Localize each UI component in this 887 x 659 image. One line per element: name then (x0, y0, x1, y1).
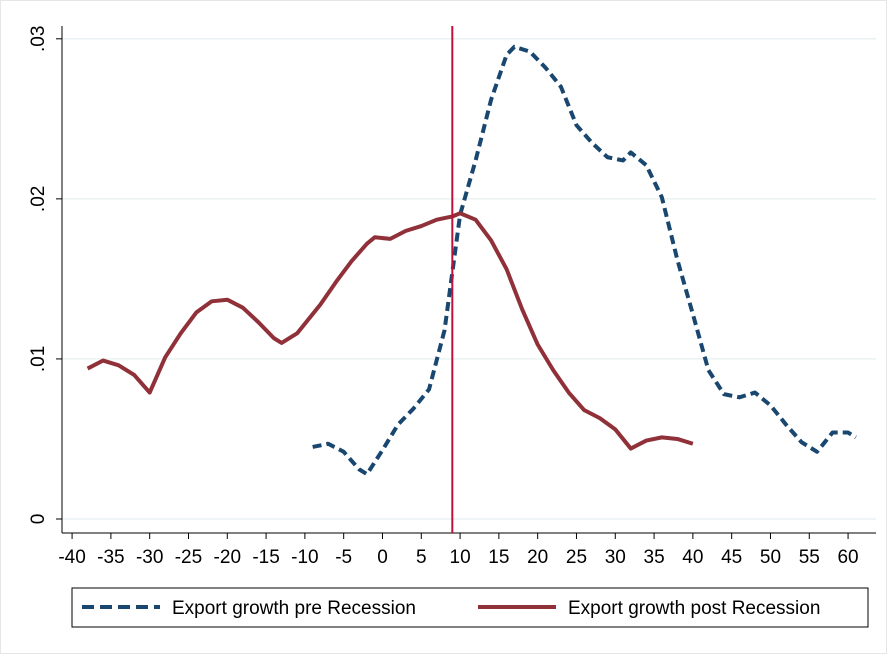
y-tick-label: .02 (28, 186, 49, 212)
x-tick-label: -40 (58, 547, 85, 568)
x-tick-label: 15 (488, 547, 509, 568)
x-tick-label: 40 (682, 547, 703, 568)
x-tick-label: 35 (644, 547, 665, 568)
x-tick-label: 30 (605, 547, 626, 568)
legend-label: Export growth pre Recession (172, 598, 416, 619)
legend-box (71, 587, 869, 628)
x-tick-label: -25 (175, 547, 202, 568)
x-tick-label: -35 (97, 547, 124, 568)
x-tick-label: -5 (335, 547, 352, 568)
y-tick-label: 0 (28, 514, 49, 525)
x-tick-label: 60 (837, 547, 858, 568)
x-tick-label: 25 (566, 547, 587, 568)
x-tick-label: -30 (136, 547, 163, 568)
x-tick-label: 50 (760, 547, 781, 568)
x-tick-label: 20 (527, 547, 548, 568)
x-tick-label: -20 (214, 547, 241, 568)
x-tick-label: -15 (252, 547, 279, 568)
x-tick-label: 45 (721, 547, 742, 568)
y-tick-label: .01 (28, 346, 49, 372)
series-line (312, 44, 857, 477)
legend-label: Export growth post Recession (568, 598, 820, 619)
y-tick-label: .03 (28, 26, 49, 52)
x-tick-label: 0 (377, 547, 388, 568)
x-tick-label: -10 (291, 547, 318, 568)
x-tick-label: 55 (799, 547, 820, 568)
x-tick-label: 5 (416, 547, 427, 568)
x-tick-label: 10 (450, 547, 471, 568)
series-line (86, 211, 694, 451)
